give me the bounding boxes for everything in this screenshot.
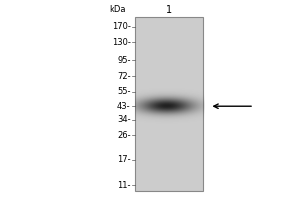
Text: 1: 1 (166, 5, 172, 15)
Text: 34-: 34- (117, 115, 131, 124)
Text: 95-: 95- (117, 56, 131, 65)
Text: kDa: kDa (110, 5, 126, 14)
Text: 17-: 17- (117, 155, 131, 164)
FancyBboxPatch shape (135, 17, 203, 191)
Text: 130-: 130- (112, 38, 131, 47)
Text: 26-: 26- (117, 131, 131, 140)
Text: 43-: 43- (117, 102, 131, 111)
Text: 11-: 11- (117, 181, 131, 190)
Text: 55-: 55- (117, 87, 131, 96)
Text: 170-: 170- (112, 22, 131, 31)
Text: 72-: 72- (117, 72, 131, 81)
